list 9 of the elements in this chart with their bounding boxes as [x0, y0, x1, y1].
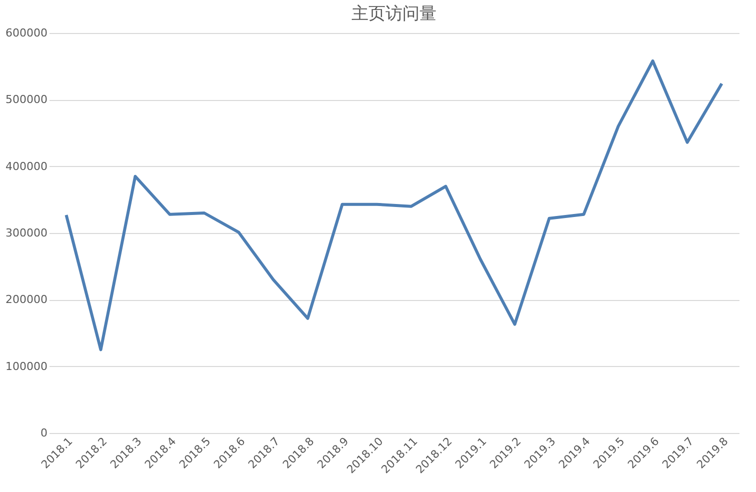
y-tick-label: 600000 [6, 26, 48, 40]
line-series [64, 60, 724, 352]
y-tick-label: 100000 [6, 360, 48, 373]
y-tick-label: 400000 [6, 160, 48, 173]
y-tick-label: 200000 [6, 293, 48, 306]
chart-title: 主页访问量 [352, 4, 436, 24]
y-tick-label: 500000 [6, 93, 48, 106]
y-tick-label: 300000 [6, 226, 48, 240]
y-tick-label: 0 [40, 426, 48, 440]
